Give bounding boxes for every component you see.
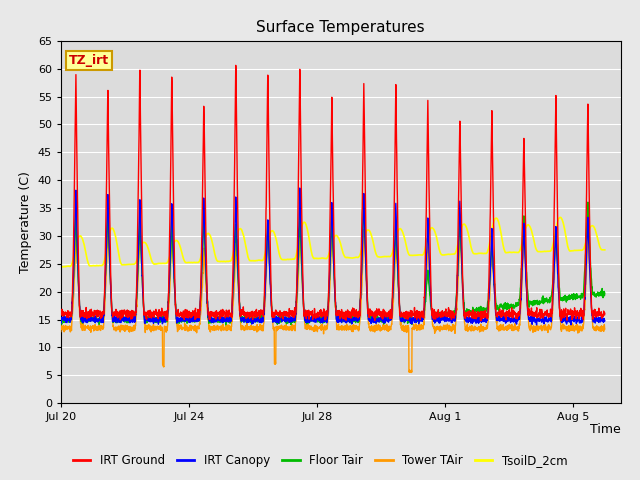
IRT Canopy [100, 311, 108, 317]
Tower TAir [221, 326, 228, 332]
IRT Ground [100, 308, 108, 314]
TsoilD_2cm [601, 247, 609, 253]
IRT Canopy [601, 318, 609, 324]
Line: Floor Tair: Floor Tair [61, 199, 605, 325]
IRT Ground [167, 134, 175, 140]
Y-axis label: Temperature (C): Temperature (C) [19, 171, 32, 273]
IRT Canopy [296, 185, 303, 191]
IRT Ground [57, 312, 65, 318]
TsoilD_2cm [175, 239, 182, 245]
Floor Tair [360, 196, 367, 202]
IRT Canopy [174, 317, 182, 323]
Line: IRT Canopy: IRT Canopy [61, 188, 605, 325]
IRT Canopy [167, 224, 175, 229]
IRT Canopy [486, 279, 493, 285]
Line: IRT Ground: IRT Ground [61, 65, 605, 321]
Tower TAir [601, 326, 609, 332]
Tower TAir [407, 370, 415, 375]
Tower TAir [57, 329, 65, 335]
Text: Time: Time [590, 423, 621, 436]
Tower TAir [356, 316, 364, 322]
IRT Ground [356, 303, 364, 309]
Floor Tair [57, 316, 65, 322]
IRT Ground [174, 307, 182, 312]
Tower TAir [168, 245, 175, 251]
TsoilD_2cm [57, 264, 65, 269]
Tower TAir [175, 323, 182, 328]
TsoilD_2cm [356, 252, 364, 258]
TsoilD_2cm [556, 215, 564, 220]
Floor Tair [222, 322, 230, 328]
IRT Canopy [57, 317, 65, 323]
TsoilD_2cm [221, 259, 228, 264]
Floor Tair [167, 239, 175, 245]
Line: TsoilD_2cm: TsoilD_2cm [61, 217, 605, 267]
IRT Ground [557, 318, 565, 324]
TsoilD_2cm [100, 260, 108, 266]
Title: Surface Temperatures: Surface Temperatures [257, 21, 425, 36]
IRT Ground [232, 62, 239, 68]
Floor Tair [356, 298, 364, 303]
IRT Canopy [356, 304, 364, 310]
IRT Ground [220, 308, 228, 314]
IRT Canopy [532, 322, 540, 328]
Floor Tair [100, 313, 108, 319]
Line: Tower TAir: Tower TAir [61, 217, 605, 372]
Floor Tair [174, 316, 182, 322]
Floor Tair [486, 276, 493, 282]
TsoilD_2cm [486, 240, 493, 246]
Text: TZ_irt: TZ_irt [69, 54, 109, 67]
Tower TAir [100, 325, 108, 331]
Floor Tair [220, 318, 228, 324]
IRT Canopy [220, 314, 228, 320]
Tower TAir [136, 215, 144, 220]
TsoilD_2cm [168, 247, 175, 253]
TsoilD_2cm [60, 264, 67, 270]
IRT Ground [601, 311, 609, 316]
Legend: IRT Ground, IRT Canopy, Floor Tair, Tower TAir, TsoilD_2cm: IRT Ground, IRT Canopy, Floor Tair, Towe… [68, 449, 572, 472]
Tower TAir [486, 292, 493, 298]
IRT Ground [486, 244, 493, 250]
Floor Tair [601, 290, 609, 296]
